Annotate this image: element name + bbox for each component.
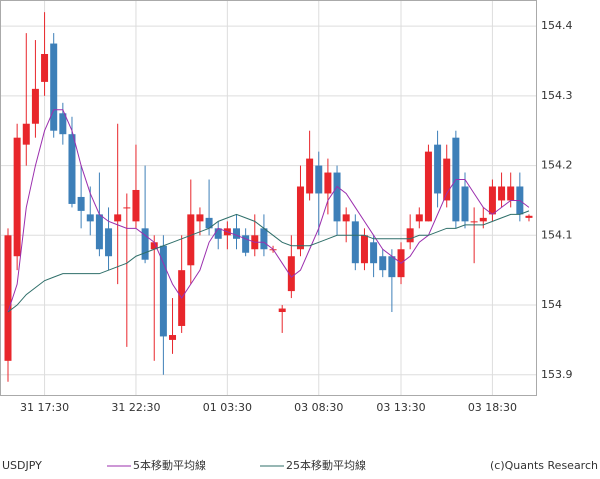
candle-body	[415, 214, 423, 222]
candle-body	[379, 256, 387, 271]
candle-body	[95, 214, 103, 250]
candle-body	[324, 172, 332, 194]
legend-label: 5本移動平均線	[133, 458, 206, 472]
candle-body	[132, 189, 140, 222]
candle-body	[287, 256, 295, 292]
candle-body	[333, 172, 341, 222]
x-tick-label: 03 08:30	[294, 401, 343, 414]
candle-body	[479, 217, 487, 222]
candle-body	[59, 113, 67, 135]
y-tick-label: 153.9	[541, 368, 573, 381]
candle-body	[50, 43, 58, 131]
x-tick-label: 03 13:30	[376, 401, 425, 414]
symbol: USDJPY	[2, 459, 42, 472]
source: (c)Quants Research	[490, 459, 598, 472]
x-tick-label: 31 17:30	[20, 401, 69, 414]
candle-body	[488, 186, 496, 215]
candle-body	[242, 235, 250, 253]
candle-body	[31, 88, 39, 124]
candle-body	[41, 53, 49, 82]
candle-body	[13, 137, 21, 257]
candle-body	[406, 228, 414, 243]
candle-body	[461, 186, 469, 222]
candle-body	[388, 256, 396, 278]
ma-line	[7, 109, 530, 313]
candle-body	[169, 335, 177, 340]
candle-body	[114, 214, 122, 222]
candle-body	[159, 245, 167, 337]
candle-body	[260, 228, 268, 250]
y-tick-label: 154.1	[541, 228, 573, 241]
candle-body	[22, 123, 30, 145]
candle-body	[370, 242, 378, 264]
y-tick-label: 154	[541, 298, 562, 311]
candle-body	[315, 165, 323, 194]
candle-body	[141, 228, 149, 260]
candle-body	[296, 186, 304, 250]
candle-body	[507, 186, 515, 201]
candle-body	[196, 214, 204, 222]
candle-body	[214, 228, 222, 239]
candle-body	[498, 186, 506, 201]
x-tick-label: 31 22:30	[111, 401, 160, 414]
candle-body	[105, 228, 113, 257]
candle-body	[525, 215, 533, 218]
candle-body	[86, 214, 94, 222]
candle-body	[77, 196, 85, 211]
candle-body	[150, 242, 158, 250]
candle-body	[424, 151, 432, 222]
candle-body	[68, 134, 76, 204]
y-tick-label: 154.3	[541, 89, 573, 102]
candle-body	[443, 158, 451, 201]
candle-body	[278, 308, 286, 313]
candle-body	[351, 221, 359, 264]
x-tick-label: 01 03:30	[203, 401, 252, 414]
candle-body	[434, 144, 442, 194]
candle-body	[123, 207, 131, 209]
candle-body	[205, 217, 213, 229]
y-tick-label: 154.4	[541, 19, 573, 32]
candle-body	[233, 228, 240, 239]
candle-body	[187, 214, 195, 266]
candle-body	[470, 221, 478, 223]
legend-label: 25本移動平均線	[286, 458, 366, 472]
candle-body	[4, 235, 12, 361]
ma-line	[7, 210, 530, 313]
candle-body	[306, 158, 314, 194]
x-tick-label: 03 18:30	[468, 401, 517, 414]
candle-body	[360, 235, 368, 264]
candle-body	[342, 214, 350, 222]
y-tick-label: 154.2	[541, 159, 573, 172]
